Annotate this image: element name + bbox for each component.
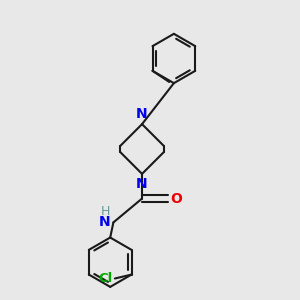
Text: O: O <box>171 191 183 206</box>
Text: Cl: Cl <box>99 272 113 285</box>
Text: N: N <box>136 107 148 121</box>
Text: N: N <box>136 177 148 191</box>
Text: N: N <box>99 215 110 230</box>
Text: H: H <box>101 205 110 218</box>
